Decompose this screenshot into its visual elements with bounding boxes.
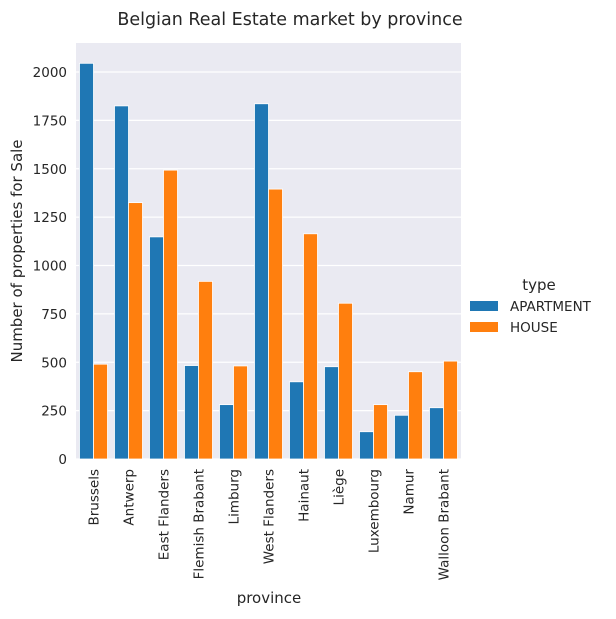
bar-apartment-5 bbox=[254, 103, 269, 460]
legend: type APARTMENT HOUSE bbox=[470, 276, 592, 336]
bar-house-7 bbox=[338, 302, 353, 460]
bar-house-9 bbox=[408, 371, 423, 460]
x-tick-label: Brussels bbox=[87, 469, 103, 526]
y-tick-label: 1750 bbox=[33, 113, 67, 129]
x-tick-label: Flemish Brabant bbox=[192, 469, 208, 579]
x-tick-label: Hainaut bbox=[297, 469, 313, 522]
bar-house-3 bbox=[198, 280, 213, 460]
bar-apartment-8 bbox=[359, 431, 374, 460]
y-tick-label: 0 bbox=[58, 452, 67, 468]
y-tick-label: 750 bbox=[41, 307, 67, 323]
legend-label: APARTMENT bbox=[510, 299, 592, 315]
bar-house-5 bbox=[268, 188, 283, 460]
bar-house-8 bbox=[373, 404, 388, 460]
bar-apartment-4 bbox=[219, 404, 234, 460]
x-tick-label: Antwerp bbox=[122, 469, 138, 526]
x-tick-label: Namur bbox=[402, 469, 418, 515]
bar-apartment-0 bbox=[79, 62, 94, 460]
bar-apartment-2 bbox=[149, 236, 164, 460]
y-tick-label: 2000 bbox=[33, 65, 67, 81]
x-tick-label: Luxembourg bbox=[367, 469, 383, 553]
legend-label: HOUSE bbox=[510, 320, 558, 336]
bar-apartment-7 bbox=[324, 366, 339, 460]
bar-apartment-10 bbox=[429, 407, 444, 460]
bars bbox=[79, 62, 458, 460]
x-tick-label: West Flanders bbox=[262, 469, 278, 564]
legend-swatch bbox=[470, 322, 498, 332]
bar-apartment-9 bbox=[394, 414, 409, 460]
bar-house-4 bbox=[233, 365, 248, 460]
y-axis-label: Number of properties for Sale bbox=[8, 139, 26, 362]
x-tick-label: East Flanders bbox=[157, 469, 173, 560]
y-tick-labels: 0 250 500 750 1000 1250 1500 1750 2000 bbox=[33, 65, 67, 468]
y-tick-label: 500 bbox=[41, 355, 67, 371]
x-axis-label: province bbox=[237, 589, 302, 607]
bar-house-1 bbox=[128, 202, 143, 460]
bar-apartment-1 bbox=[114, 105, 129, 460]
legend-swatch bbox=[470, 301, 498, 311]
x-tick-label: Limburg bbox=[227, 469, 243, 524]
x-tick-labels: Brussels Antwerp East Flanders Flemish Brab… bbox=[87, 469, 453, 581]
bar-house-0 bbox=[93, 363, 108, 460]
bar-house-2 bbox=[163, 169, 178, 460]
y-tick-label: 1000 bbox=[33, 259, 67, 275]
y-tick-label: 1250 bbox=[33, 210, 67, 226]
bar-house-6 bbox=[303, 233, 318, 460]
bar-house-10 bbox=[443, 360, 458, 460]
y-tick-label: 1500 bbox=[33, 162, 67, 178]
bar-apartment-3 bbox=[184, 365, 199, 460]
y-tick-label: 250 bbox=[41, 404, 67, 420]
x-tick-label: Walloon Brabant bbox=[437, 469, 453, 580]
bar-apartment-6 bbox=[289, 381, 304, 460]
chart-title: Belgian Real Estate market by province bbox=[117, 10, 462, 30]
x-tick-label: Liège bbox=[332, 469, 348, 505]
legend-title: type bbox=[522, 276, 556, 294]
